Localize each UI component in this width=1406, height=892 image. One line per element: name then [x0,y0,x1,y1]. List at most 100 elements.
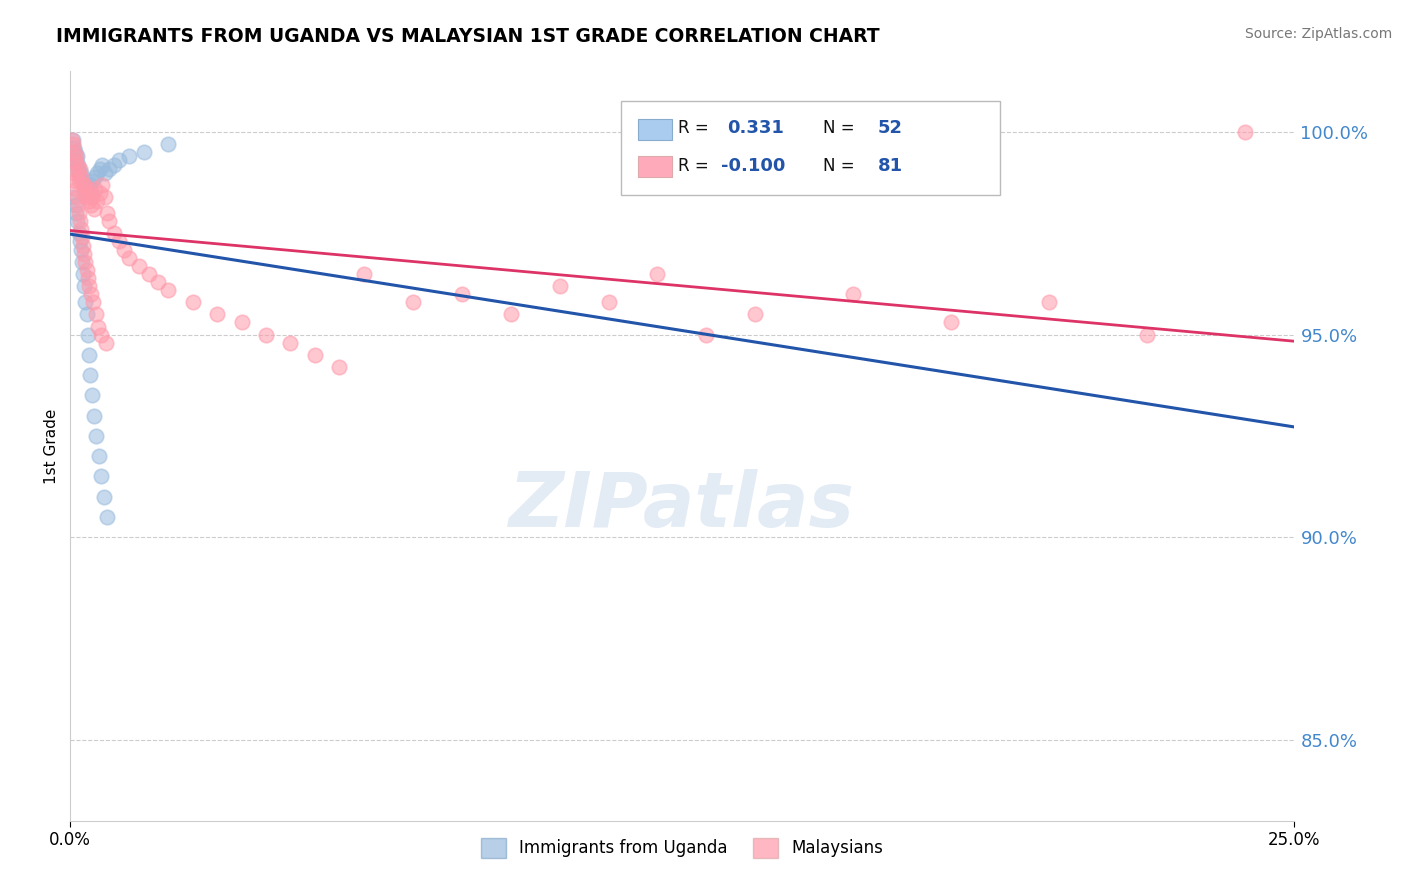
Point [82,174,104,188]
Point [67,206,90,220]
Point [79,178,101,192]
Point [79,186,101,200]
Text: R =: R = [678,157,709,175]
Point [450,287,472,301]
Point [79,348,101,362]
Point [93,490,115,504]
Point [60,133,83,147]
Point [63,198,86,212]
Point [205,307,228,321]
Point [62,133,84,147]
Text: 81: 81 [877,157,903,175]
Point [63,145,86,160]
Point [647,267,669,281]
Point [112,243,135,257]
Point [70,254,93,268]
Point [157,283,180,297]
Text: 0.331: 0.331 [727,120,785,137]
Point [80,186,103,200]
Point [67,166,90,180]
Legend: Immigrants from Uganda, Malaysians: Immigrants from Uganda, Malaysians [474,831,890,864]
Text: N =: N = [823,157,855,175]
Point [108,235,131,249]
Point [83,202,105,216]
Point [69,161,91,176]
Text: 52: 52 [877,120,903,137]
Point [90,469,112,483]
Point [72,267,94,281]
Point [77,182,100,196]
Point [72,178,94,192]
Text: -0.100: -0.100 [721,157,786,175]
Point [63,145,86,160]
Point [66,190,89,204]
Point [72,238,94,252]
Point [280,335,302,350]
Point [108,153,131,168]
Text: IMMIGRANTS FROM UGANDA VS MALAYSIAN 1ST GRADE CORRELATION CHART: IMMIGRANTS FROM UGANDA VS MALAYSIAN 1ST … [56,27,880,45]
Point [402,295,425,310]
Point [79,279,101,293]
Point [84,429,107,443]
Point [66,157,89,171]
Point [73,182,96,196]
Point [93,166,115,180]
Point [67,227,90,241]
Point [598,295,620,310]
FancyBboxPatch shape [638,119,672,139]
Point [75,295,97,310]
Point [132,145,155,160]
Text: ZIPatlas: ZIPatlas [509,469,855,543]
Point [69,235,91,249]
Point [62,190,84,204]
Point [73,279,96,293]
Point [63,153,86,168]
Point [75,190,97,204]
Point [86,194,108,208]
FancyBboxPatch shape [621,102,1000,195]
Point [67,166,90,180]
Point [82,190,104,204]
Point [76,182,98,196]
Point [65,206,87,220]
Point [254,327,277,342]
Point [77,194,100,208]
Point [80,388,103,402]
Text: R =: R = [678,120,709,137]
Point [69,169,91,184]
Point [66,214,89,228]
Point [76,262,98,277]
Point [96,206,118,220]
Point [93,190,115,204]
Point [939,316,962,330]
Point [69,214,91,228]
Point [83,409,105,423]
FancyBboxPatch shape [638,156,672,177]
Point [82,295,104,310]
Point [1038,295,1060,310]
Point [84,307,107,321]
Point [842,287,865,301]
Point [69,222,91,236]
Point [90,327,112,342]
Point [70,230,93,244]
Point [72,174,94,188]
Point [128,259,150,273]
Point [118,149,141,163]
Point [75,254,97,268]
Point [75,178,97,192]
Point [66,198,89,212]
Point [83,182,105,196]
Point [231,316,253,330]
Point [304,348,326,362]
Point [91,178,114,192]
Point [77,327,100,342]
Point [353,267,375,281]
Point [91,157,114,171]
Point [73,178,96,192]
Point [67,174,90,188]
Point [1233,125,1256,139]
Point [1136,327,1159,342]
Point [73,186,96,200]
Point [65,149,87,163]
